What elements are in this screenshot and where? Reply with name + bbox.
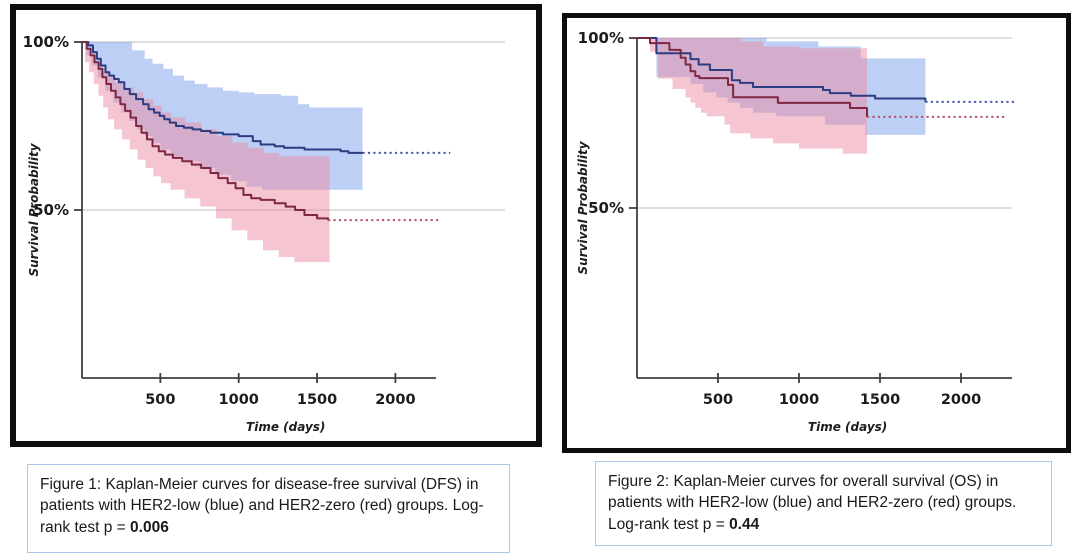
figure2-caption-pvalue: 0.44 xyxy=(729,515,760,533)
axes: 100% 50% 500 1000 1500 2000 xyxy=(578,29,1012,408)
y-tick-label: 100% xyxy=(23,33,69,51)
x-tick-label: 1500 xyxy=(297,392,337,408)
figure1-km-chart: 100% 50% 500 1000 1500 2000 Survival Probabili… xyxy=(23,33,505,434)
y-tick-label: 50% xyxy=(33,201,69,219)
axes: 100% 50% 500 1000 1500 2000 xyxy=(23,33,436,408)
x-tick-label: 1500 xyxy=(860,392,900,408)
figure2-caption-text: Figure 2: Kaplan-Meier curves for overal… xyxy=(608,473,1017,533)
y-tick-label: 50% xyxy=(588,199,624,217)
y-axis-title: Survival Probability xyxy=(27,142,41,276)
y-tick-label: 100% xyxy=(578,29,624,47)
HER2-zero-curve xyxy=(637,37,868,117)
axis-titles: Survival Probability Time (days) xyxy=(576,140,887,434)
figure1-caption-text: Figure 1: Kaplan-Meier curves for diseas… xyxy=(40,476,484,536)
figure1-caption-pvalue: 0.006 xyxy=(130,518,169,536)
y-axis-title: Survival Probability xyxy=(576,140,590,274)
figure2-caption: Figure 2: Kaplan-Meier curves for overal… xyxy=(595,461,1052,546)
x-tick-label: 500 xyxy=(145,392,175,408)
axis-titles: Survival Probability Time (days) xyxy=(27,142,325,434)
figure1-caption: Figure 1: Kaplan-Meier curves for diseas… xyxy=(27,464,510,553)
survival-curves xyxy=(82,41,451,222)
figure1-frame: 100% 50% 500 1000 1500 2000 Survival Probabili… xyxy=(10,4,542,447)
HER2-low-confidence-band xyxy=(82,42,363,190)
x-tick-label: 500 xyxy=(703,392,733,408)
x-tick-label: 1000 xyxy=(779,392,819,408)
x-tick-label: 2000 xyxy=(941,392,981,408)
figure2-frame: 100% 50% 500 1000 1500 2000 Survival Probabili… xyxy=(562,13,1071,453)
confidence-bands xyxy=(82,42,363,263)
HER2-zero-curve xyxy=(82,41,329,221)
survival-curves xyxy=(637,37,1015,118)
HER2-low-curve xyxy=(637,37,927,102)
x-axis-title: Time (days) xyxy=(246,420,325,434)
x-tick-label: 1000 xyxy=(219,392,259,408)
HER2-low-curve xyxy=(82,41,363,154)
HER2-zero-confidence-band xyxy=(82,42,330,263)
x-tick-label: 2000 xyxy=(375,392,415,408)
figure2-km-chart: 100% 50% 500 1000 1500 2000 Survival Probabili… xyxy=(576,29,1015,434)
x-axis-title: Time (days) xyxy=(808,420,887,434)
